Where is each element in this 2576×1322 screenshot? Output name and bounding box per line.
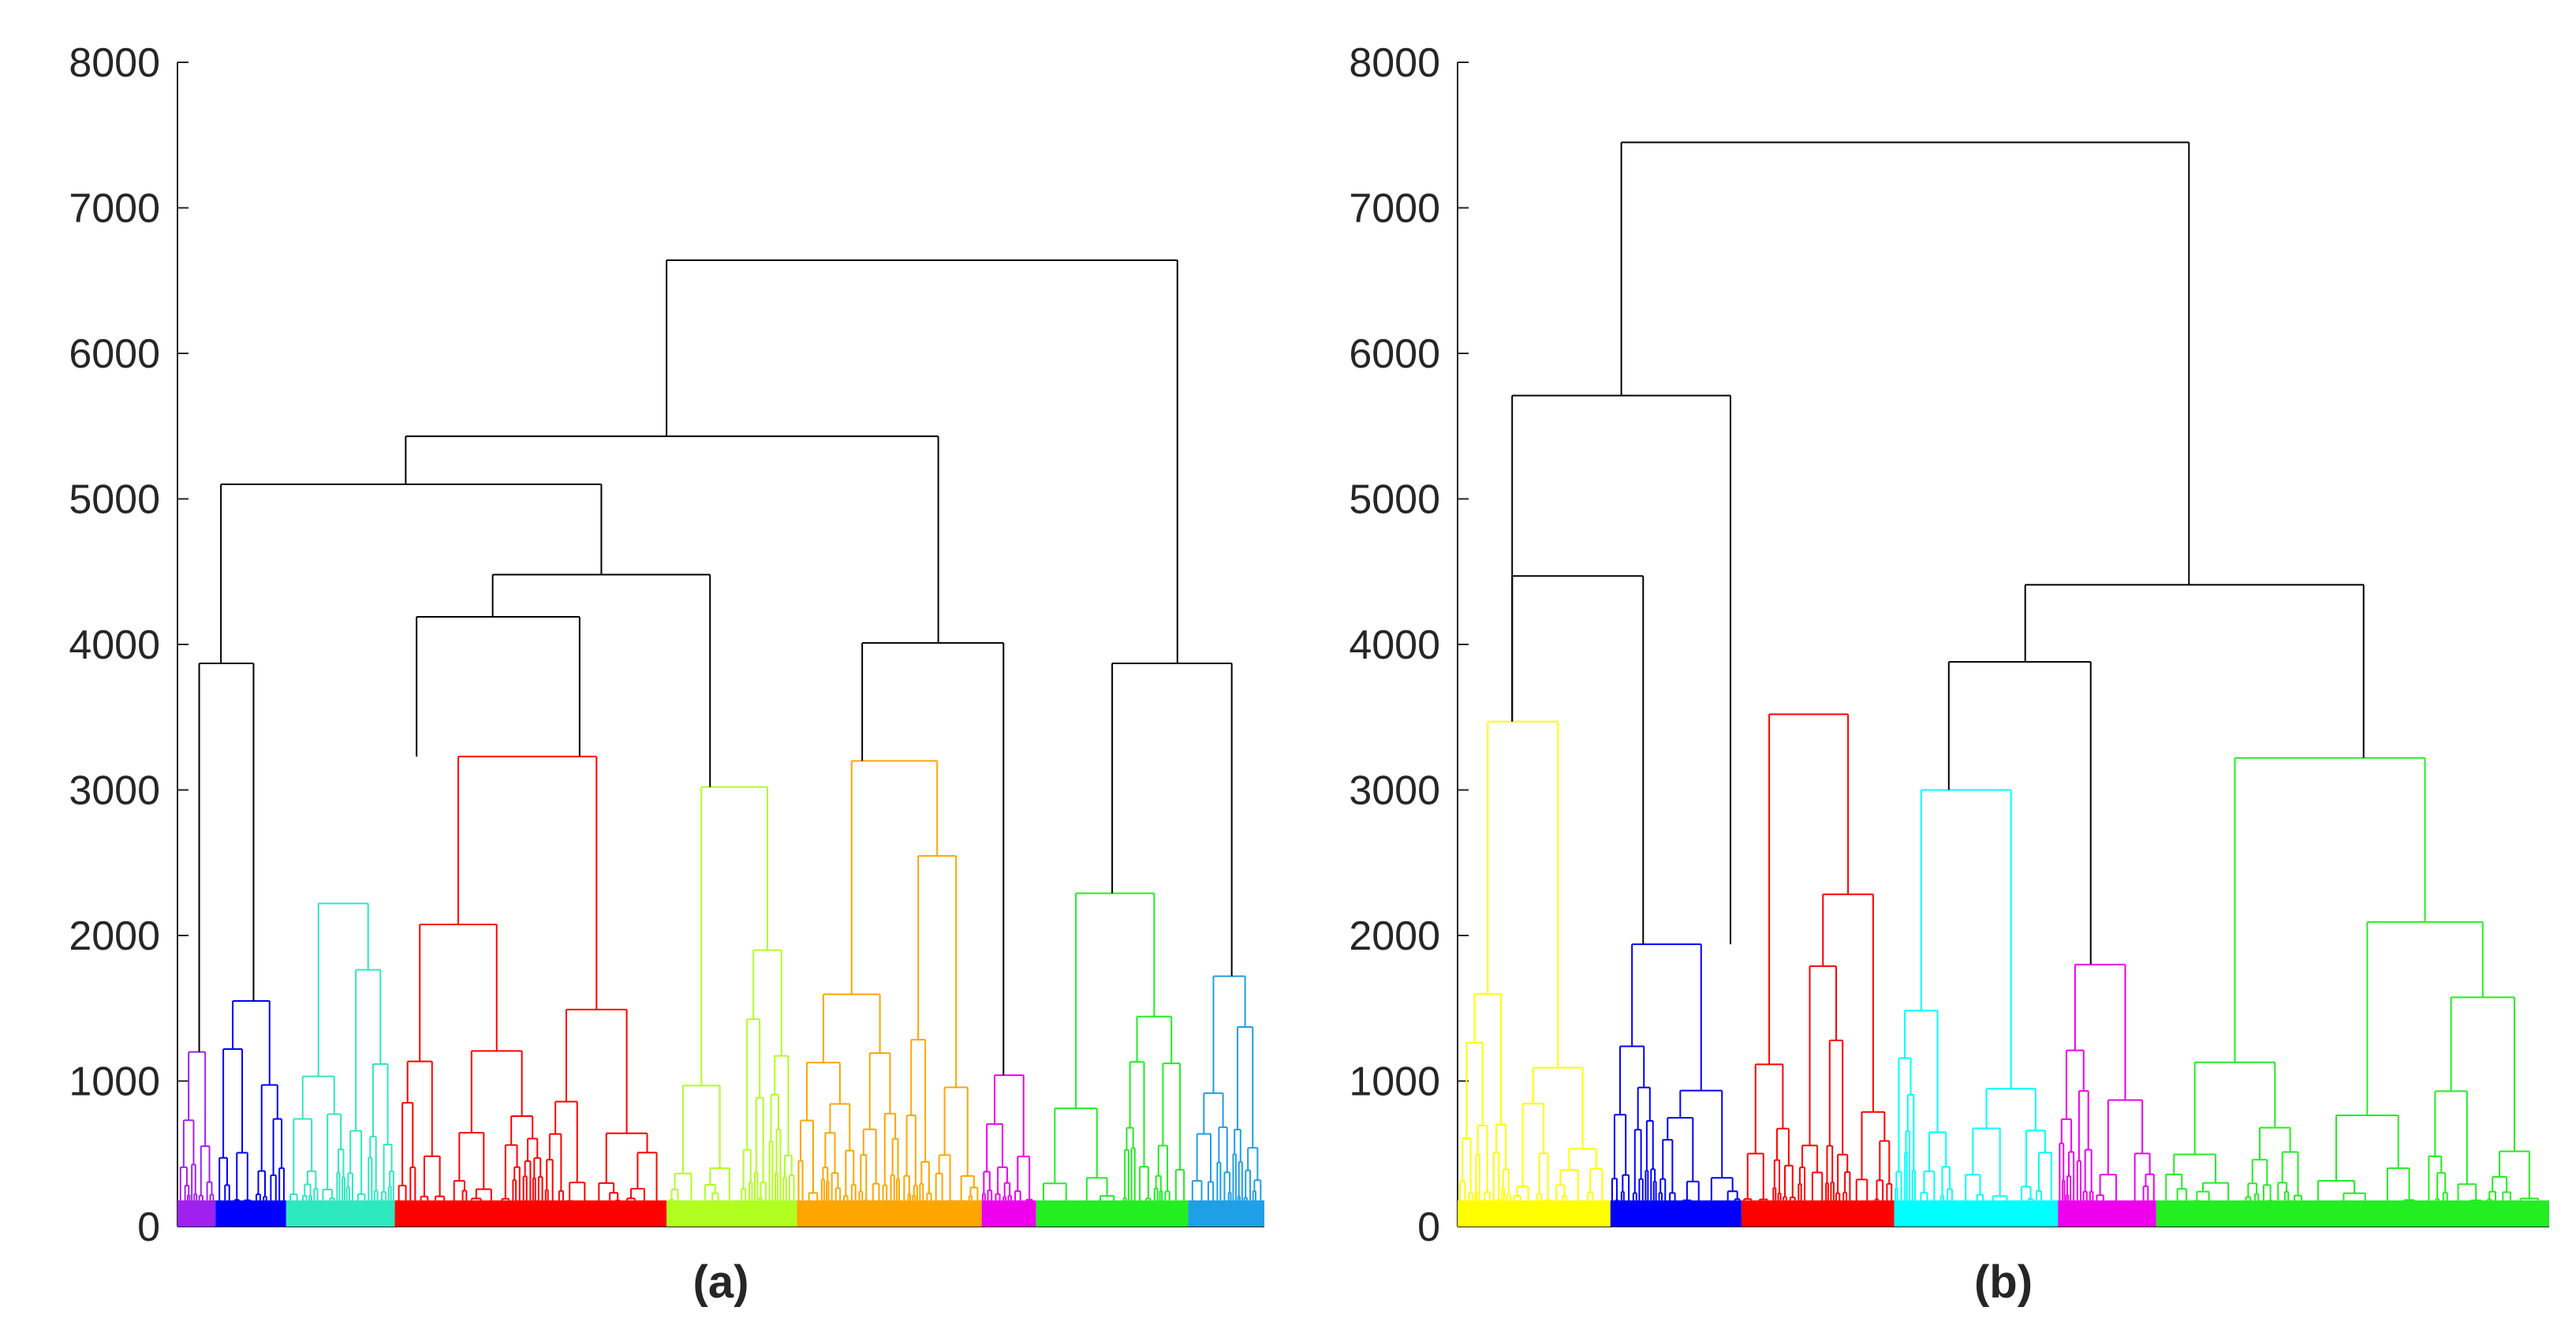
y-tick-label: 7000: [1349, 186, 1440, 232]
y-tick-label: 4000: [1349, 622, 1440, 668]
y-tick-label: 8000: [1349, 40, 1440, 86]
cluster-base-band: [286, 1200, 395, 1227]
cluster-magenta: [981, 1074, 1036, 1227]
cluster-base-band: [981, 1200, 1036, 1227]
y-tick-label: 5000: [1349, 477, 1440, 523]
y-tick-label: 2000: [69, 913, 160, 959]
dendrogram-panel-b: 0 1000 2000 3000 4000 5000 6000 7000 8000 (b): [1349, 40, 2549, 1308]
cluster-magenta: [2058, 963, 2156, 1227]
y-tick-label: 1000: [69, 1059, 160, 1105]
cluster-skyblue: [1188, 975, 1264, 1227]
dendrogram-panel-a: 0 1000 2000 3000 4000 5000 6000 7000 8000 (a): [69, 40, 1264, 1308]
cluster-base-band: [2156, 1200, 2549, 1227]
cluster-base-band: [215, 1200, 286, 1227]
y-tick-label: 0: [137, 1204, 160, 1250]
cluster-orange: [797, 760, 982, 1227]
cluster-base-band: [1741, 1200, 1895, 1227]
cluster-base-band: [1188, 1200, 1264, 1227]
cluster-base-band: [1610, 1200, 1742, 1227]
y-tick-label: 1000: [1349, 1059, 1440, 1105]
cluster-yellow: [1458, 720, 1611, 1227]
cluster-base-band: [666, 1200, 797, 1227]
cluster-base-band: [1894, 1200, 2059, 1227]
y-tick-label: 7000: [69, 186, 160, 232]
cluster-lime: [666, 786, 797, 1227]
cluster-red: [1741, 713, 1895, 1227]
y-tick-label: 5000: [69, 477, 160, 523]
cluster-base-band: [797, 1200, 982, 1227]
y-tick-label: 2000: [1349, 913, 1440, 959]
y-tick-label: 3000: [1349, 768, 1440, 814]
cluster-green: [2156, 756, 2549, 1227]
cluster-teal: [286, 902, 395, 1227]
y-tick-label: 8000: [69, 40, 160, 86]
y-tick-label: 6000: [69, 331, 160, 377]
y-tick-label: 0: [1417, 1204, 1440, 1250]
cluster-green: [1036, 892, 1189, 1227]
panel-label: (b): [1974, 1257, 2033, 1308]
cluster-blue: [1610, 943, 1742, 1227]
cluster-base-band: [1036, 1200, 1189, 1227]
cluster-base-band: [1458, 1200, 1611, 1227]
cluster-base-band: [2058, 1200, 2156, 1227]
cluster-purple: [177, 1051, 216, 1227]
y-tick-label: 3000: [69, 768, 160, 814]
panel-label: (a): [693, 1257, 749, 1308]
y-tick-label: 6000: [1349, 331, 1440, 377]
cluster-base-band: [394, 1200, 667, 1227]
y-tick-label: 4000: [69, 622, 160, 668]
cluster-cyan: [1894, 789, 2059, 1227]
cluster-base-band: [177, 1200, 216, 1227]
cluster-blue: [215, 1000, 286, 1227]
cluster-red: [394, 756, 667, 1227]
